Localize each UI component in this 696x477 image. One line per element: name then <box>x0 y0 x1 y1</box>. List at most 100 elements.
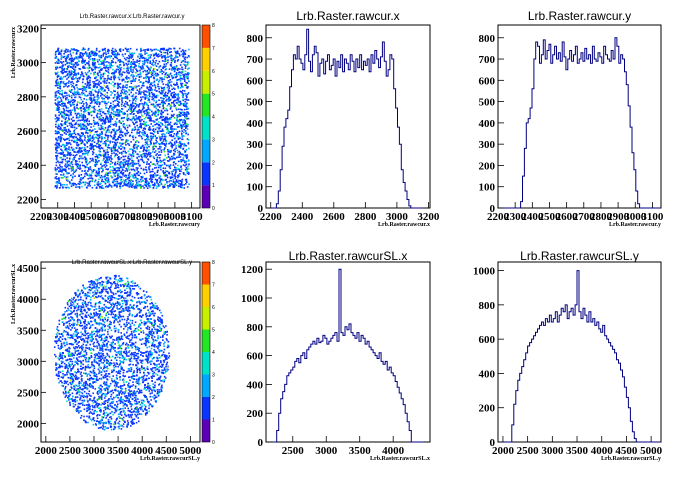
heatmap-cell <box>124 170 126 172</box>
heatmap-cell <box>148 152 150 154</box>
heatmap-cell <box>62 184 64 186</box>
heatmap-cell <box>166 110 168 112</box>
heatmap-cell <box>95 160 97 162</box>
heatmap-cell <box>113 135 115 137</box>
heatmap-cell <box>77 117 79 119</box>
heatmap-cell <box>153 55 155 57</box>
heatmap-cell <box>116 185 118 187</box>
heatmap-cell <box>106 82 108 84</box>
heatmap-cell <box>98 146 100 148</box>
heatmap-cell <box>167 177 169 179</box>
heatmap-cell <box>108 101 110 103</box>
heatmap-cell <box>154 96 156 98</box>
heatmap-cell <box>175 57 177 59</box>
heatmap-cell <box>67 179 69 181</box>
heatmap-cell <box>87 135 89 137</box>
heatmap-cell <box>142 180 144 182</box>
heatmap-cell <box>92 52 94 54</box>
heatmap-cell <box>84 173 86 175</box>
heatmap-cell <box>184 120 186 122</box>
heatmap-cell <box>56 140 58 142</box>
heatmap-cell <box>108 65 110 67</box>
heatmap-cell <box>134 66 136 68</box>
heatmap-cell <box>183 145 185 147</box>
heatmap-cell <box>180 187 182 189</box>
heatmap-cell <box>145 91 147 93</box>
heatmap-cell <box>164 147 166 149</box>
heatmap-cell <box>60 76 62 78</box>
heatmap-cell <box>119 61 121 63</box>
heatmap-cell <box>175 138 177 140</box>
heatmap-cell <box>167 93 169 95</box>
heatmap-cell <box>83 47 85 49</box>
heatmap-cell <box>83 116 85 118</box>
heatmap-cell <box>72 67 74 69</box>
heatmap-cell <box>111 60 113 62</box>
heatmap-cell <box>157 172 159 174</box>
heatmap-cell <box>56 83 58 85</box>
heatmap-cell <box>186 181 188 183</box>
heatmap-cell <box>139 58 141 60</box>
heatmap-cell <box>59 164 61 166</box>
heatmap-cell <box>180 101 182 103</box>
heatmap-cell <box>70 62 72 64</box>
heatmap-cell <box>93 54 95 56</box>
heatmap-cell <box>84 121 86 123</box>
heatmap-cell <box>97 79 99 81</box>
heatmap-cell <box>56 156 58 158</box>
heatmap-cell <box>102 117 104 119</box>
heatmap-cell <box>108 71 110 73</box>
heatmap-cell <box>117 67 119 69</box>
heatmap-cell <box>69 181 71 183</box>
heatmap-cell <box>69 183 71 185</box>
heatmap-cell <box>128 169 130 171</box>
heatmap-cell <box>136 86 138 88</box>
heatmap-cell <box>98 173 100 175</box>
heatmap-cell <box>128 48 130 50</box>
heatmap-cell <box>67 164 69 166</box>
heatmap-cell <box>89 70 91 72</box>
heatmap-cell <box>183 132 185 134</box>
heatmap-cell <box>79 184 81 186</box>
heatmap-cell <box>168 156 170 158</box>
heatmap-cell <box>111 177 113 179</box>
heatmap-cell <box>171 147 173 149</box>
heatmap-cell <box>77 58 79 60</box>
heatmap-cell <box>135 103 137 105</box>
heatmap-cell <box>65 148 67 150</box>
heatmap-cell <box>158 177 160 179</box>
heatmap-cell <box>151 111 153 113</box>
heatmap-cell <box>64 139 66 141</box>
heatmap-cell <box>125 53 127 55</box>
heatmap-cell <box>174 71 176 73</box>
heatmap-cell <box>69 140 71 142</box>
heatmap-cell <box>132 86 134 88</box>
heatmap-cell <box>136 49 138 51</box>
heatmap-cell <box>171 89 173 91</box>
heatmap-cell <box>92 89 94 91</box>
heatmap-cell <box>152 169 154 171</box>
heatmap-cell <box>109 157 111 159</box>
heatmap-cell <box>136 117 138 119</box>
heatmap-cell <box>60 88 62 90</box>
heatmap-cell <box>149 90 151 92</box>
heatmap-cell <box>174 74 176 76</box>
heatmap-cell <box>129 108 131 110</box>
heatmap-cell <box>57 131 59 133</box>
heatmap-cell <box>60 141 62 143</box>
heatmap-cell <box>143 154 145 156</box>
heatmap-cell <box>143 85 145 87</box>
heatmap-cell <box>168 86 170 88</box>
heatmap-cell <box>70 84 72 86</box>
heatmap-cell <box>81 113 83 115</box>
heatmap-cell <box>96 143 98 145</box>
heatmap-cell <box>154 64 156 66</box>
heatmap-cell <box>67 49 69 51</box>
heatmap-cell <box>163 48 165 50</box>
heatmap-cell <box>179 68 181 70</box>
heatmap-cell <box>86 119 88 121</box>
heatmap-cell <box>102 89 104 91</box>
heatmap-cell <box>185 76 187 78</box>
heatmap-cell <box>133 148 135 150</box>
heatmap-cell <box>94 69 96 71</box>
